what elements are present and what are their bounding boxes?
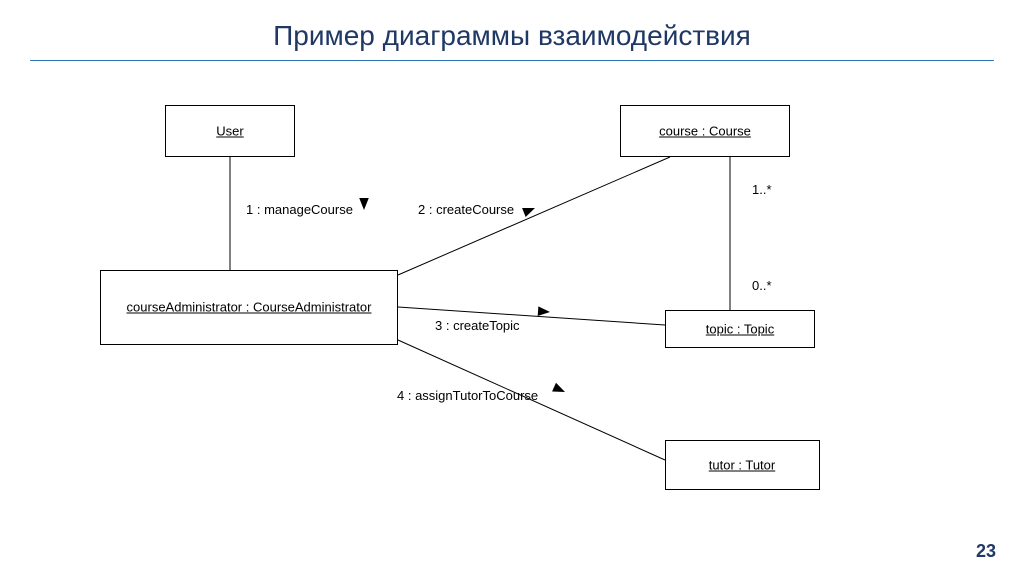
arrow-icon	[538, 306, 551, 316]
page-number: 23	[976, 541, 996, 562]
arrow-icon	[522, 204, 537, 217]
diagram-node-label: topic : Topic	[706, 322, 774, 337]
diagram-multiplicity: 0..*	[752, 278, 772, 293]
arrow-icon	[359, 198, 369, 210]
diagram-message-label: 2 : createCourse	[418, 202, 514, 217]
diagram-message-label: 4 : assignTutorToCourse	[397, 388, 538, 403]
page-title: Пример диаграммы взаимодействия	[30, 0, 994, 61]
diagram-multiplicity: 1..*	[752, 182, 772, 197]
diagram-node-label: tutor : Tutor	[709, 458, 775, 473]
diagram-node-label: course : Course	[659, 124, 751, 139]
diagram-message-label: 1 : manageCourse	[246, 202, 353, 217]
diagram-node-label: courseAdministrator : CourseAdministrato…	[127, 300, 372, 315]
diagram-node-label: User	[216, 124, 243, 139]
diagram-message-label: 3 : createTopic	[435, 318, 520, 333]
arrow-icon	[552, 383, 567, 397]
